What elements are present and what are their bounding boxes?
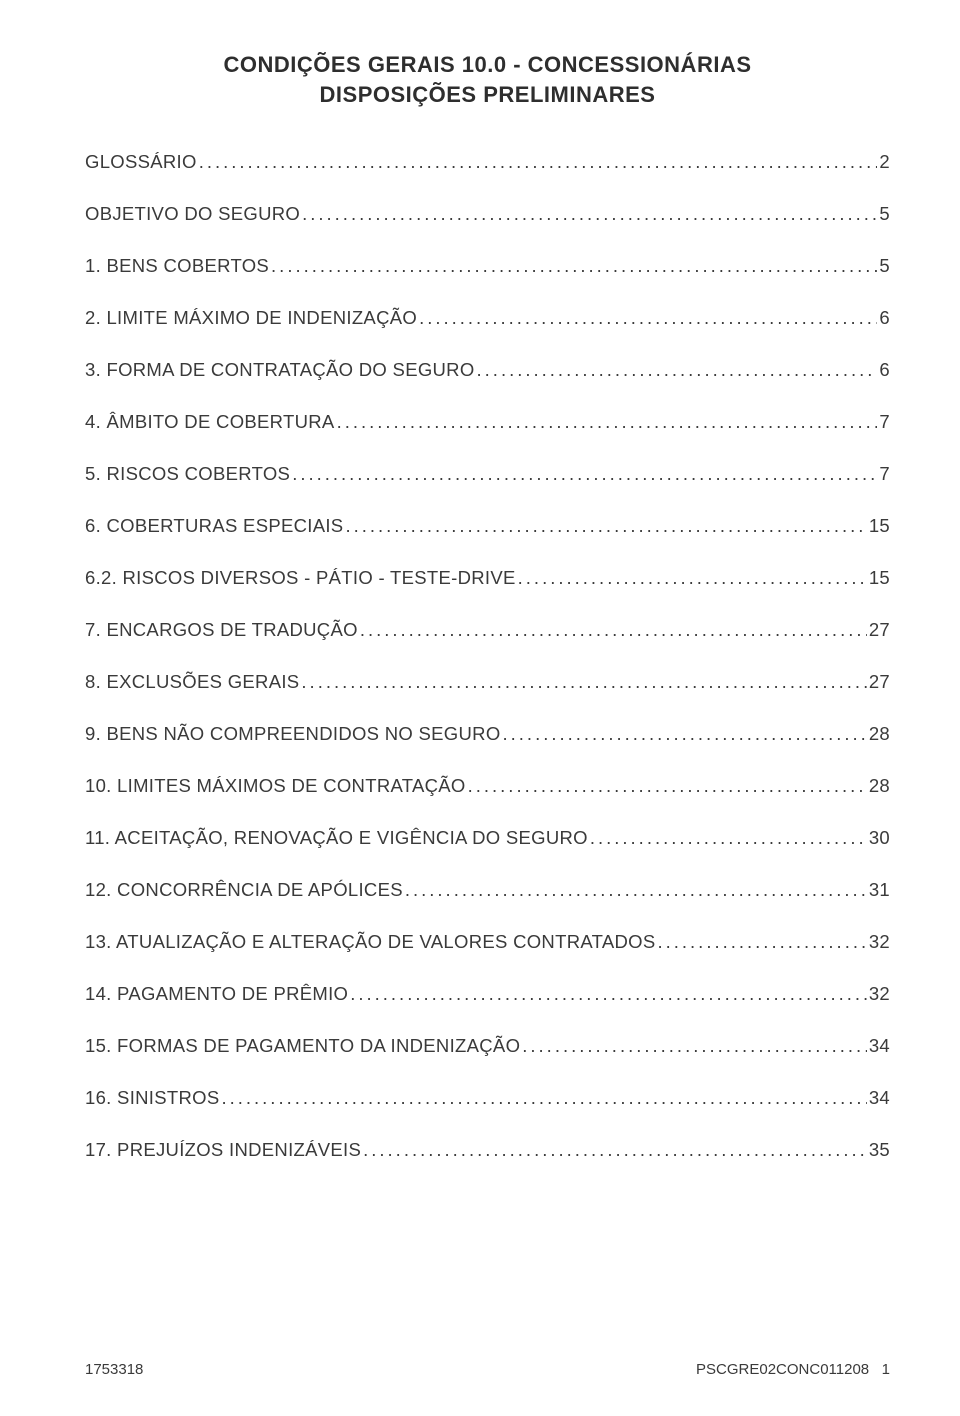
toc-line: OBJETIVO DO SEGURO 5 [85, 203, 890, 225]
toc-label: 2. LIMITE MÁXIMO DE INDENIZAÇÃO [85, 307, 417, 329]
toc-label: 4. ÂMBITO DE COBERTURA [85, 411, 335, 433]
toc-page-number: 28 [869, 723, 890, 745]
toc-page-number: 28 [869, 775, 890, 797]
toc-label: 6. COBERTURAS ESPECIAIS [85, 515, 343, 537]
toc-dots [301, 671, 866, 693]
toc-label: 15. FORMAS DE PAGAMENTO DA INDENIZAÇÃO [85, 1035, 520, 1057]
toc-dots [302, 203, 877, 225]
title-line-1: CONDIÇÕES GERAIS 10.0 - CONCESSIONÁRIAS [85, 50, 890, 80]
toc-page-number: 35 [869, 1139, 890, 1161]
toc-page-number: 34 [869, 1035, 890, 1057]
toc-dots [657, 931, 866, 953]
toc-page-number: 6 [879, 359, 890, 381]
toc-label: 14. PAGAMENTO DE PRÊMIO [85, 983, 348, 1005]
toc-dots [345, 515, 866, 537]
toc-line: 12. CONCORRÊNCIA DE APÓLICES 31 [85, 879, 890, 901]
toc-dots [199, 151, 878, 173]
footer-right: PSCGRE02CONC011208 1 [696, 1361, 890, 1378]
toc-line: 4. ÂMBITO DE COBERTURA 7 [85, 411, 890, 433]
toc-label: OBJETIVO DO SEGURO [85, 203, 300, 225]
toc-page-number: 15 [869, 515, 890, 537]
toc-dots [337, 411, 878, 433]
toc-dots [419, 307, 877, 329]
toc-label: GLOSSÁRIO [85, 151, 197, 173]
toc-label: 11. ACEITAÇÃO, RENOVAÇÃO E VIGÊNCIA DO S… [85, 827, 588, 849]
document-page: CONDIÇÕES GERAIS 10.0 - CONCESSIONÁRIAS … [0, 0, 960, 1416]
toc-label: 10. LIMITES MÁXIMOS DE CONTRATAÇÃO [85, 775, 466, 797]
title-line-2: DISPOSIÇÕES PRELIMINARES [85, 80, 890, 110]
toc-line: 8. EXCLUSÕES GERAIS 27 [85, 671, 890, 693]
toc-line: 7. ENCARGOS DE TRADUÇÃO 27 [85, 619, 890, 641]
toc-dots [477, 359, 878, 381]
toc-page-number: 5 [879, 203, 890, 225]
toc-page-number: 6 [879, 307, 890, 329]
toc-line: GLOSSÁRIO 2 [85, 151, 890, 173]
toc-label: 8. EXCLUSÕES GERAIS [85, 671, 299, 693]
page-footer: 1753318 PSCGRE02CONC011208 1 [85, 1361, 890, 1378]
toc-page-number: 34 [869, 1087, 890, 1109]
footer-left-code: 1753318 [85, 1361, 143, 1378]
toc-page-number: 32 [869, 983, 890, 1005]
footer-right-code: PSCGRE02CONC011208 [696, 1361, 869, 1378]
toc-line: 9. BENS NÃO COMPREENDIDOS NO SEGURO 28 [85, 723, 890, 745]
toc-dots [221, 1087, 866, 1109]
toc-line: 11. ACEITAÇÃO, RENOVAÇÃO E VIGÊNCIA DO S… [85, 827, 890, 849]
toc-dots [360, 619, 867, 641]
toc-dots [405, 879, 867, 901]
toc-line: 17. PREJUÍZOS INDENIZÁVEIS 35 [85, 1139, 890, 1161]
toc-dots [468, 775, 867, 797]
toc-page-number: 31 [869, 879, 890, 901]
toc-dots [518, 567, 867, 589]
toc-label: 7. ENCARGOS DE TRADUÇÃO [85, 619, 358, 641]
table-of-contents: GLOSSÁRIO2OBJETIVO DO SEGURO51. BENS COB… [85, 151, 890, 1161]
toc-dots [271, 255, 877, 277]
toc-line: 13. ATUALIZAÇÃO E ALTERAÇÃO DE VALORES C… [85, 931, 890, 953]
toc-dots [522, 1035, 867, 1057]
toc-page-number: 7 [879, 411, 890, 433]
toc-dots [590, 827, 867, 849]
toc-label: 6.2. RISCOS DIVERSOS - PÁTIO - TESTE-DRI… [85, 567, 516, 589]
toc-label: 16. SINISTROS [85, 1087, 219, 1109]
toc-line: 14. PAGAMENTO DE PRÊMIO 32 [85, 983, 890, 1005]
toc-page-number: 2 [879, 151, 890, 173]
toc-label: 17. PREJUÍZOS INDENIZÁVEIS [85, 1139, 361, 1161]
toc-line: 3. FORMA DE CONTRATAÇÃO DO SEGURO 6 [85, 359, 890, 381]
toc-line: 16. SINISTROS 34 [85, 1087, 890, 1109]
toc-line: 6. COBERTURAS ESPECIAIS 15 [85, 515, 890, 537]
toc-dots [350, 983, 867, 1005]
toc-page-number: 5 [879, 255, 890, 277]
title-block: CONDIÇÕES GERAIS 10.0 - CONCESSIONÁRIAS … [85, 50, 890, 109]
toc-dots [292, 463, 877, 485]
toc-line: 5. RISCOS COBERTOS 7 [85, 463, 890, 485]
toc-dots [363, 1139, 867, 1161]
toc-label: 13. ATUALIZAÇÃO E ALTERAÇÃO DE VALORES C… [85, 931, 655, 953]
toc-label: 3. FORMA DE CONTRATAÇÃO DO SEGURO [85, 359, 475, 381]
footer-right-page: 1 [882, 1361, 890, 1378]
toc-label: 12. CONCORRÊNCIA DE APÓLICES [85, 879, 403, 901]
toc-page-number: 27 [869, 671, 890, 693]
toc-line: 2. LIMITE MÁXIMO DE INDENIZAÇÃO 6 [85, 307, 890, 329]
toc-page-number: 30 [869, 827, 890, 849]
toc-line: 10. LIMITES MÁXIMOS DE CONTRATAÇÃO 28 [85, 775, 890, 797]
toc-line: 15. FORMAS DE PAGAMENTO DA INDENIZAÇÃO 34 [85, 1035, 890, 1057]
toc-page-number: 7 [879, 463, 890, 485]
toc-dots [503, 723, 867, 745]
toc-page-number: 15 [869, 567, 890, 589]
toc-line: 1. BENS COBERTOS 5 [85, 255, 890, 277]
toc-page-number: 32 [869, 931, 890, 953]
toc-label: 9. BENS NÃO COMPREENDIDOS NO SEGURO [85, 723, 501, 745]
toc-page-number: 27 [869, 619, 890, 641]
toc-label: 1. BENS COBERTOS [85, 255, 269, 277]
toc-line: 6.2. RISCOS DIVERSOS - PÁTIO - TESTE-DRI… [85, 567, 890, 589]
toc-label: 5. RISCOS COBERTOS [85, 463, 290, 485]
